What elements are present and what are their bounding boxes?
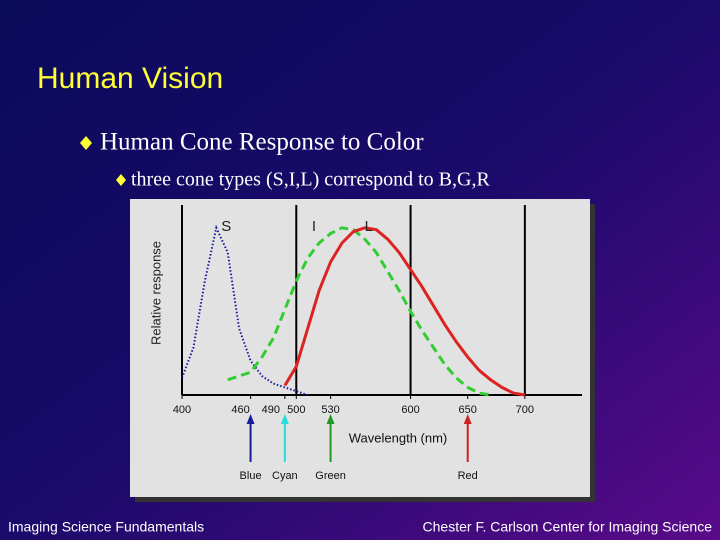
x-tick-label: 530	[321, 404, 339, 416]
x-tick-label: 500	[287, 404, 305, 416]
series-line	[181, 224, 309, 396]
marker-label: Cyan	[272, 470, 298, 482]
chart-panel	[130, 199, 590, 497]
series-label: L	[365, 218, 373, 235]
bullet-icon	[80, 136, 92, 150]
slide-title: Human Vision	[37, 62, 223, 95]
x-tick-label: 700	[516, 404, 534, 416]
x-tick-label: 400	[173, 404, 191, 416]
marker-arrowhead	[246, 414, 255, 424]
bullet-icon	[116, 174, 126, 186]
footer-right: Chester F. Carlson Center for Imaging Sc…	[423, 519, 713, 535]
series-label: S	[221, 218, 231, 235]
marker-arrowhead	[463, 414, 472, 424]
x-tick-label: 600	[401, 404, 419, 416]
series-label: I	[312, 218, 316, 235]
marker-label: Green	[315, 470, 346, 482]
x-tick-label: 460	[231, 404, 249, 416]
marker-arrowhead	[326, 414, 335, 424]
y-axis-label: Relative response	[148, 241, 163, 345]
marker-label: Blue	[240, 470, 262, 482]
marker-label: Red	[458, 470, 478, 482]
footer-left: Imaging Science Fundamentals	[8, 519, 204, 535]
series-line	[283, 226, 526, 397]
bullet: Human Cone Response to Color	[100, 129, 424, 156]
plot: 400 460 490 500 530 600 650 700 S I L Blue Cyan Green…	[173, 205, 582, 482]
marker-arrowhead	[280, 414, 289, 424]
x-tick-label: 490	[262, 404, 280, 416]
x-axis-label: Wavelength (nm)	[349, 430, 448, 445]
series-line	[227, 226, 491, 397]
x-tick-label: 650	[459, 404, 477, 416]
sub-bullet: three cone types (S,I,L) correspond to B…	[131, 169, 490, 191]
